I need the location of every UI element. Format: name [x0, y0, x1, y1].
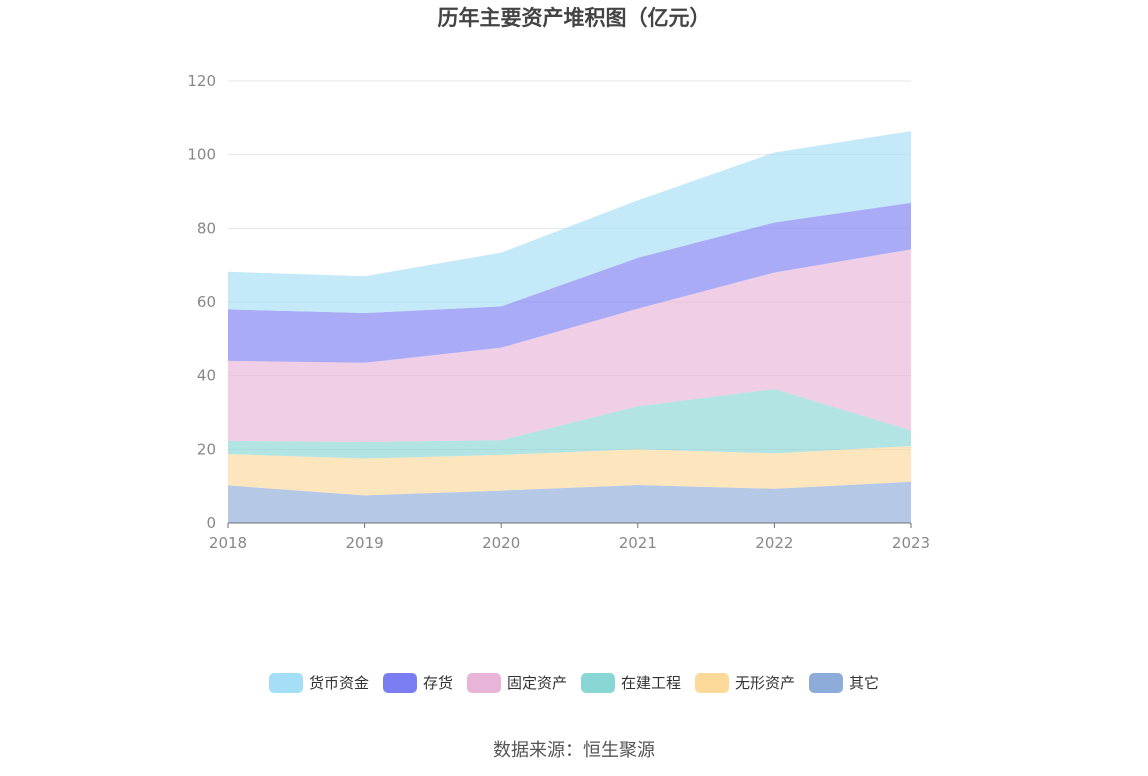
y-tick-label: 40: [197, 367, 216, 385]
legend-swatch: [466, 672, 501, 693]
area-series-2: [228, 388, 911, 459]
legend-label: 无形资产: [735, 674, 796, 692]
x-tick-label: 2020: [482, 534, 520, 552]
x-tick-label: 2021: [619, 534, 657, 552]
legend-label: 固定资产: [506, 674, 567, 692]
y-tick-label: 80: [197, 219, 216, 237]
legend-label: 货币资金: [308, 674, 369, 692]
chart-title: 历年主要资产堆积图（亿元）: [437, 6, 711, 30]
y-tick-label: 20: [197, 440, 216, 458]
legend-label: 其它: [849, 674, 880, 692]
legend-swatch: [809, 672, 844, 693]
area-series: [228, 131, 911, 523]
x-tick-label: 2018: [209, 534, 247, 552]
legend-item[interactable]: 存货: [382, 672, 453, 693]
area-series-1: [228, 446, 911, 496]
legend-label: 存货: [422, 674, 453, 692]
y-tick-label: 60: [197, 293, 216, 311]
x-tick-label: 2023: [892, 534, 930, 552]
y-tick-label: 120: [187, 72, 216, 90]
data-source: 数据来源：恒生聚源: [493, 740, 655, 761]
y-tick-label: 0: [206, 514, 216, 532]
legend-item[interactable]: 无形资产: [695, 672, 795, 693]
x-tick-label: 2022: [755, 534, 793, 552]
legend-item[interactable]: 在建工程: [581, 672, 681, 693]
legend-item[interactable]: 货币资金: [268, 672, 369, 693]
stacked-area-chart: 0 20 40 60 80 100 120 2018 2019 2020 2021 2022 2023: [187, 72, 930, 552]
legend-label: 在建工程: [621, 674, 682, 692]
legend-item[interactable]: 固定资产: [466, 672, 567, 693]
area-series-0: [228, 481, 911, 523]
x-tick-label: 2019: [346, 534, 384, 552]
y-tick-label: 100: [187, 146, 216, 164]
legend: 货币资金 存货 固定资产 在建工程 无形资产 其它: [0, 672, 1148, 693]
area-series-5: [228, 131, 911, 314]
legend-swatch: [581, 672, 615, 693]
legend-swatch: [382, 672, 417, 693]
legend-swatch: [268, 672, 303, 693]
axes: 0 20 40 60 80 100 120 2018 2019 2020 2021 2022 2023: [187, 72, 930, 552]
legend-swatch: [695, 672, 730, 693]
legend-item[interactable]: 其它: [809, 672, 879, 693]
area-series-3: [228, 249, 911, 442]
area-series-4: [228, 202, 911, 363]
